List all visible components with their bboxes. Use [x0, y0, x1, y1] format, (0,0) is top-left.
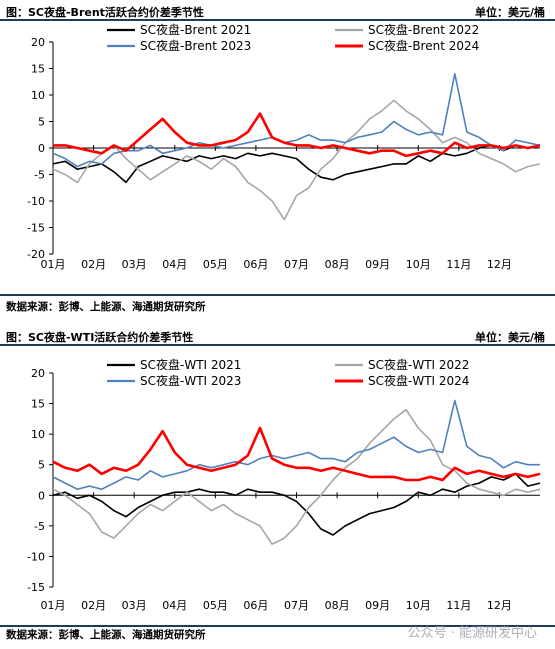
legend-label: SC夜盘-WTI 2022: [368, 357, 469, 372]
x-tick-label: 07月: [284, 258, 309, 271]
x-tick-label: 02月: [81, 258, 106, 271]
x-tick-label: 10月: [406, 258, 431, 271]
wechat-watermark: 公众号 · 能源研发中心: [407, 626, 537, 641]
y-tick-label: -20: [27, 248, 45, 261]
figure-header: 图：SC夜盘-WTI活跃合约价差季节性 单位：美元/桶: [0, 325, 555, 347]
legend-label: SC夜盘-Brent 2021: [140, 22, 251, 37]
brent-spread-chart: -20 -15 -10 -5 0 5 10 15 20 01月 02月 03月 04月 05月 06月 07月…: [27, 22, 541, 271]
x-tick-label: 11月: [446, 258, 471, 271]
x-tick-label: 09月: [365, 599, 390, 612]
x-tick-label: 12月: [487, 258, 512, 271]
y-tick-label: 20: [31, 367, 45, 380]
x-tick-label: 06月: [243, 258, 268, 271]
y-tick-label: -15: [27, 581, 45, 594]
series-line-2: [52, 99, 541, 221]
y-tick-label: 15: [31, 63, 45, 76]
series-line-2: [52, 408, 541, 545]
y-tick-label: 5: [38, 116, 45, 129]
figure-sc-wti: 图：SC夜盘-WTI活跃合约价差季节性 单位：美元/桶 -15 -10 -5 0 5 10…: [0, 325, 555, 649]
header-rule: [0, 344, 555, 346]
y-tick-label: 20: [31, 36, 45, 49]
footer-rule: [0, 294, 555, 296]
x-tick-label: 12月: [487, 599, 512, 612]
series-line-4: [53, 112, 541, 158]
x-tick-label: 04月: [162, 599, 187, 612]
figure-header: 图：SC夜盘-Brent活跃合约价差季节性 单位：美元/桶: [0, 0, 555, 22]
x-tick-label: 05月: [203, 258, 228, 271]
x-tick-label: 02月: [81, 599, 106, 612]
x-tick-label: 08月: [325, 599, 350, 612]
legend-label: SC夜盘-Brent 2023: [140, 38, 251, 53]
series-line-1: [52, 473, 541, 536]
y-tick-label: -15: [27, 222, 45, 235]
legend-label: SC夜盘-Brent 2022: [368, 22, 479, 37]
legend-label: SC夜盘-WTI 2024: [368, 373, 469, 388]
x-tick-label: 10月: [406, 599, 431, 612]
series-line-3: [52, 399, 540, 490]
wti-spread-chart: -15 -10 -5 0 5 10 15 20 01月 02月 03月 04月 05月 06月 07月 08月…: [27, 357, 541, 612]
legend-label: SC夜盘-Brent 2024: [368, 38, 479, 53]
x-tick-label: 06月: [243, 599, 268, 612]
x-tick-label: 01月: [41, 599, 66, 612]
x-tick-label: 09月: [365, 258, 390, 271]
figure-caption: 图：SC夜盘-Brent活跃合约价差季节性: [6, 6, 204, 19]
y-tick-label: 10: [31, 428, 45, 441]
header-rule: [0, 19, 555, 21]
x-tick-label: 01月: [41, 258, 66, 271]
y-tick-label: 10: [31, 89, 45, 102]
series-line-3: [52, 72, 541, 168]
y-tick-label: 5: [38, 459, 45, 472]
y-tick-label: -5: [34, 169, 45, 182]
footer-rule: [0, 625, 555, 627]
figure-caption: 图：SC夜盘-WTI活跃合约价差季节性: [6, 331, 194, 344]
series-line-1: [52, 144, 541, 184]
x-tick-label: 03月: [122, 599, 147, 612]
y-tick-label: -5: [34, 520, 45, 533]
y-tick-label: -10: [27, 195, 45, 208]
x-tick-label: 03月: [122, 258, 147, 271]
unit-label: 单位：美元/桶: [474, 331, 545, 344]
data-source: 数据来源：彭博、上能源、海通期货研究所: [6, 301, 206, 313]
x-tick-label: 07月: [284, 599, 309, 612]
data-source: 数据来源：彭博、上能源、海通期货研究所: [6, 629, 206, 641]
y-tick-label: 15: [31, 398, 45, 411]
legend-label: SC夜盘-WTI 2021: [140, 357, 241, 372]
series-line-4: [52, 426, 541, 482]
y-tick-label: 0: [38, 142, 45, 155]
x-tick-label: 11月: [446, 599, 471, 612]
unit-label: 单位：美元/桶: [474, 6, 545, 19]
x-tick-label: 04月: [162, 258, 187, 271]
x-tick-label: 05月: [203, 599, 228, 612]
y-tick-label: 0: [38, 489, 45, 502]
y-tick-label: -10: [27, 550, 45, 563]
figure-sc-brent: 图：SC夜盘-Brent活跃合约价差季节性 单位：美元/桶 -20 -15 -10-…: [0, 0, 555, 318]
legend-label: SC夜盘-WTI 2023: [140, 373, 241, 388]
x-tick-label: 08月: [325, 258, 350, 271]
